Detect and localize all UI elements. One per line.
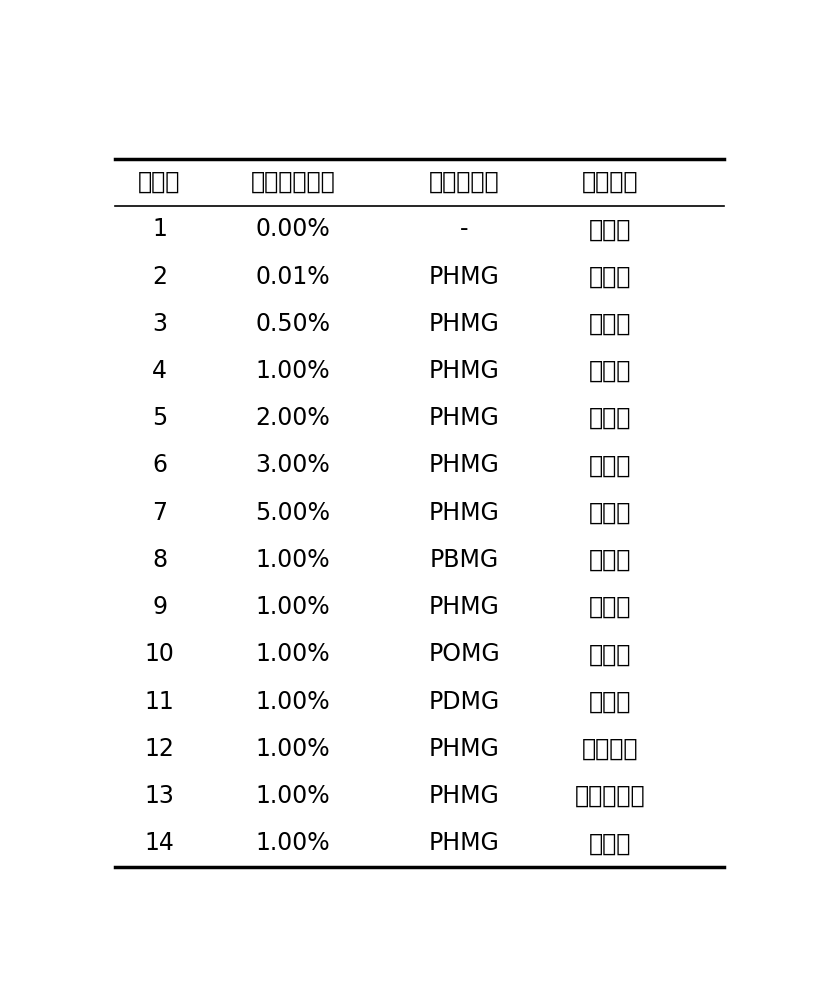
Text: 一步法: 一步法	[589, 548, 631, 572]
Text: 1.00%: 1.00%	[256, 595, 330, 619]
Text: 一步法: 一步法	[589, 265, 631, 289]
Text: PHMG: PHMG	[428, 831, 500, 855]
Text: 实施例: 实施例	[138, 170, 181, 194]
Text: 2.00%: 2.00%	[256, 406, 330, 430]
Text: PHMG: PHMG	[428, 501, 500, 525]
Text: 一步法: 一步法	[589, 642, 631, 666]
Text: 半预聚体法: 半预聚体法	[575, 784, 645, 808]
Text: 9: 9	[152, 595, 167, 619]
Text: POMG: POMG	[428, 642, 500, 666]
Text: PHMG: PHMG	[428, 737, 500, 761]
Text: 7: 7	[152, 501, 167, 525]
Text: 一步法: 一步法	[589, 312, 631, 336]
Text: 5.00%: 5.00%	[256, 501, 330, 525]
Text: 3: 3	[152, 312, 167, 336]
Text: PHMG: PHMG	[428, 595, 500, 619]
Text: 一步法: 一步法	[589, 501, 631, 525]
Text: 0.01%: 0.01%	[256, 265, 330, 289]
Text: PHMG: PHMG	[428, 265, 500, 289]
Text: 一步法: 一步法	[589, 406, 631, 430]
Text: PBMG: PBMG	[429, 548, 499, 572]
Text: PHMG: PHMG	[428, 453, 500, 477]
Text: 4: 4	[152, 359, 167, 383]
Text: 12: 12	[145, 737, 174, 761]
Text: 制备方法: 制备方法	[582, 170, 638, 194]
Text: 1.00%: 1.00%	[256, 784, 330, 808]
Text: 3.00%: 3.00%	[256, 453, 330, 477]
Text: 1: 1	[152, 217, 167, 241]
Text: 0.00%: 0.00%	[256, 217, 330, 241]
Text: 1.00%: 1.00%	[256, 690, 330, 714]
Text: 抗菌剂加入量: 抗菌剂加入量	[251, 170, 335, 194]
Text: 10: 10	[145, 642, 174, 666]
Text: 预聚体法: 预聚体法	[582, 737, 638, 761]
Text: PHMG: PHMG	[428, 784, 500, 808]
Text: 11: 11	[145, 690, 174, 714]
Text: 6: 6	[152, 453, 167, 477]
Text: PHMG: PHMG	[428, 359, 500, 383]
Text: PHMG: PHMG	[428, 406, 500, 430]
Text: 一步法: 一步法	[589, 217, 631, 241]
Text: 1.00%: 1.00%	[256, 548, 330, 572]
Text: 一步法: 一步法	[589, 831, 631, 855]
Text: PHMG: PHMG	[428, 312, 500, 336]
Text: 一步法: 一步法	[589, 595, 631, 619]
Text: 1.00%: 1.00%	[256, 831, 330, 855]
Text: 1.00%: 1.00%	[256, 642, 330, 666]
Text: 8: 8	[152, 548, 167, 572]
Text: -: -	[460, 217, 468, 241]
Text: 1.00%: 1.00%	[256, 359, 330, 383]
Text: 13: 13	[145, 784, 174, 808]
Text: 一步法: 一步法	[589, 453, 631, 477]
Text: 一步法: 一步法	[589, 359, 631, 383]
Text: PDMG: PDMG	[428, 690, 500, 714]
Text: 0.50%: 0.50%	[256, 312, 330, 336]
Text: 1.00%: 1.00%	[256, 737, 330, 761]
Text: 一步法: 一步法	[589, 690, 631, 714]
Text: 5: 5	[152, 406, 167, 430]
Text: 所用抗菌剂: 所用抗菌剂	[429, 170, 500, 194]
Text: 2: 2	[152, 265, 167, 289]
Text: 14: 14	[145, 831, 174, 855]
